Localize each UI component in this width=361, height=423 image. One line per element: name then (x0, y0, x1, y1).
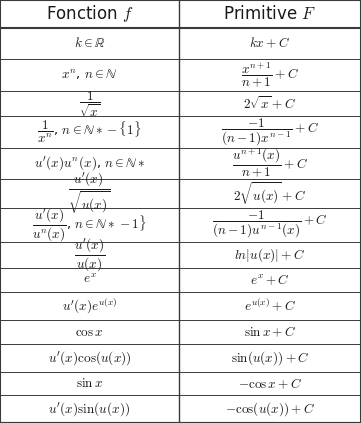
Text: $\dfrac{u^{n+1}(x)}{n+1} + C$: $\dfrac{u^{n+1}(x)}{n+1} + C$ (232, 147, 308, 180)
Text: $-\cos(u(x)) + C$: $-\cos(u(x)) + C$ (225, 400, 315, 418)
Text: $\dfrac{-1}{(n-1)x^{n-1}} + C$: $\dfrac{-1}{(n-1)x^{n-1}} + C$ (221, 116, 319, 148)
Text: $\dfrac{1}{\sqrt{x}}$: $\dfrac{1}{\sqrt{x}}$ (79, 89, 100, 119)
Text: $\cos x$: $\cos x$ (75, 326, 104, 339)
Text: $e^x$: $e^x$ (83, 273, 96, 286)
Text: $ln|u(x)| + C$: $ln|u(x)| + C$ (234, 246, 306, 264)
Text: $e^x + C$: $e^x + C$ (250, 272, 290, 287)
Text: $u'(x)\sin(u(x))$: $u'(x)\sin(u(x))$ (48, 400, 131, 418)
Text: $\sin x$: $\sin x$ (76, 377, 103, 390)
Text: $u'(x)e^{u(x)}$: $u'(x)e^{u(x)}$ (62, 296, 117, 316)
Text: $e^{u(x)} + C$: $e^{u(x)} + C$ (244, 297, 296, 315)
Text: $\dfrac{u'(x)}{u(x)}$: $\dfrac{u'(x)}{u(x)}$ (74, 236, 105, 273)
Text: $2\sqrt{x} + C$: $2\sqrt{x} + C$ (243, 95, 297, 113)
Text: $\dfrac{-1}{(n-1)u^{n-1}(x)} + C$: $\dfrac{-1}{(n-1)u^{n-1}(x)} + C$ (212, 209, 328, 240)
Text: $kx + C$: $kx + C$ (249, 36, 291, 50)
Text: $2\sqrt{u(x)} + C$: $2\sqrt{u(x)} + C$ (233, 180, 307, 207)
Text: $\dfrac{u'(x)}{u^n(x)}$, $n \in \mathbb{N}*-1\}$: $\dfrac{u'(x)}{u^n(x)}$, $n \in \mathbb{… (32, 206, 147, 243)
Text: $x^n$, $n \in \mathbb{N}$: $x^n$, $n \in \mathbb{N}$ (61, 68, 118, 82)
Text: $k \in \mathbb{R}$: $k \in \mathbb{R}$ (74, 36, 105, 50)
Text: $u'(x)\cos(u(x))$: $u'(x)\cos(u(x))$ (48, 349, 131, 367)
Text: Primitive $F$: Primitive $F$ (223, 5, 317, 23)
Text: $\dfrac{x^{n+1}}{n+1} + C$: $\dfrac{x^{n+1}}{n+1} + C$ (241, 60, 299, 90)
Text: $\sin x + C$: $\sin x + C$ (244, 325, 296, 340)
Text: $u'(x)u^n(x)$, $n \in \mathbb{N}*$: $u'(x)u^n(x)$, $n \in \mathbb{N}*$ (34, 154, 145, 172)
Text: $\dfrac{u'(x)}{\sqrt{u(x)}}$: $\dfrac{u'(x)}{\sqrt{u(x)}}$ (69, 170, 110, 216)
Text: $\dfrac{1}{x^n}$, $n \in \mathbb{N}*-\{1\}$: $\dfrac{1}{x^n}$, $n \in \mathbb{N}*-\{1… (37, 119, 142, 145)
Text: Fonction $f$: Fonction $f$ (45, 3, 134, 24)
Text: $\sin(u(x)) + C$: $\sin(u(x)) + C$ (231, 349, 309, 367)
Text: $-\cos x + C$: $-\cos x + C$ (238, 376, 302, 391)
